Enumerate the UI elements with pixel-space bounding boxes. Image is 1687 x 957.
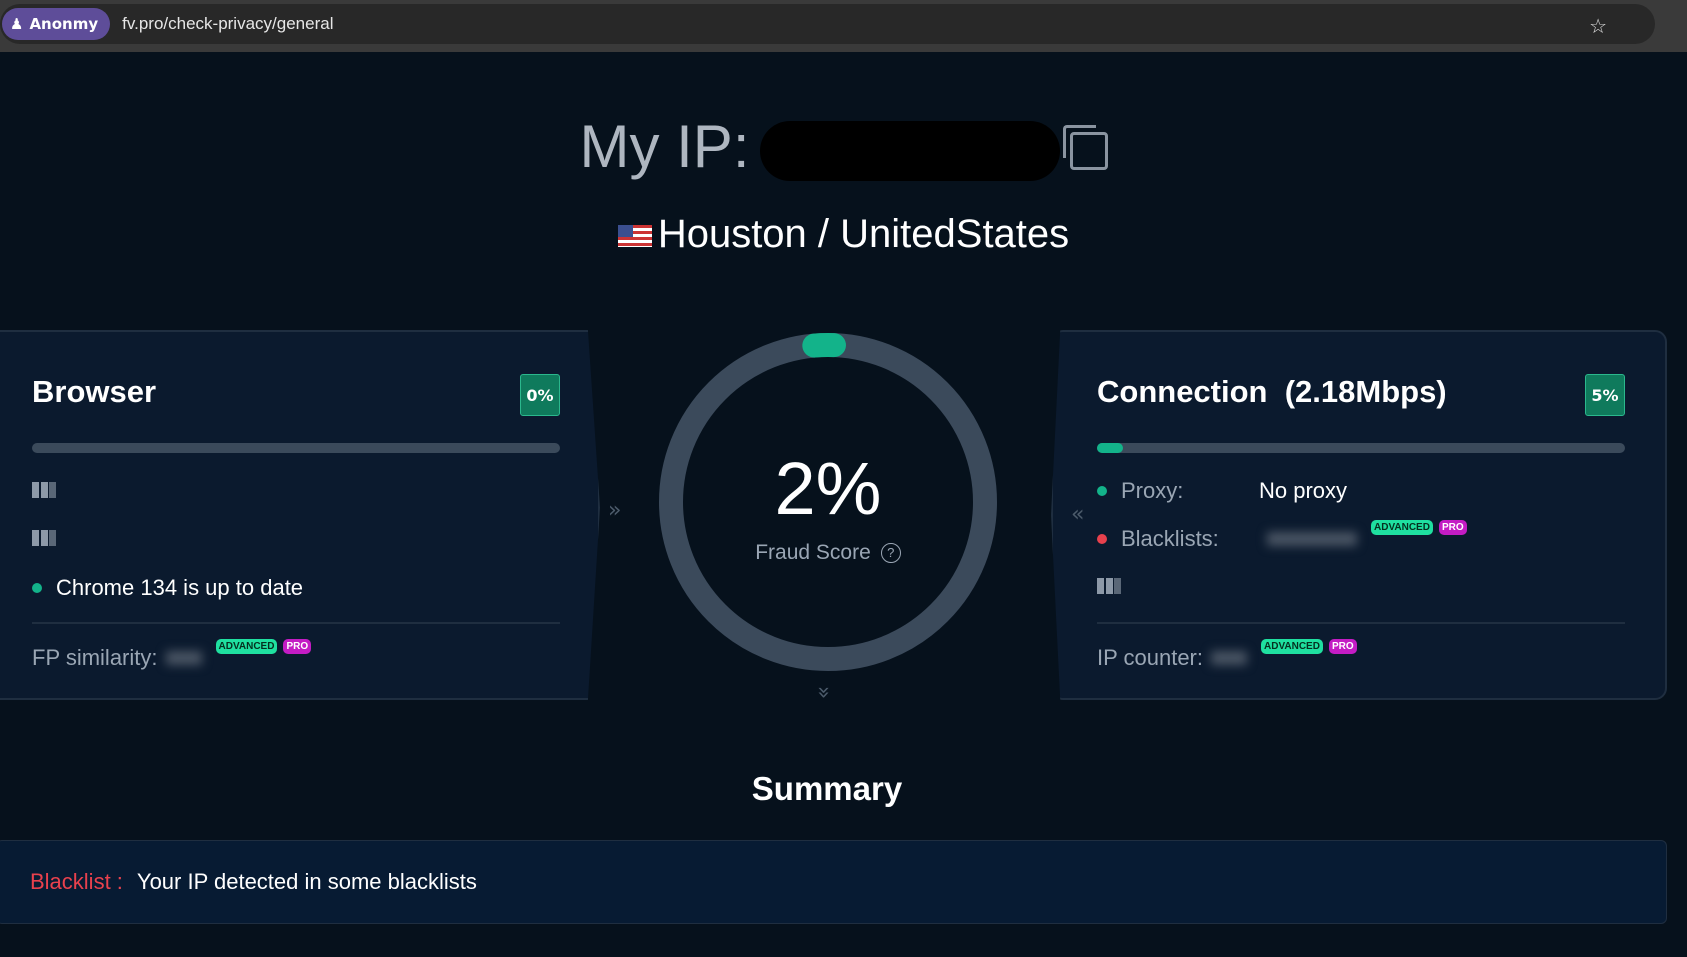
alert-dot-icon <box>1097 534 1107 544</box>
pro-tag[interactable]: PRO <box>1438 520 1467 535</box>
placeholder-icon <box>32 530 56 546</box>
hidden-item <box>32 482 56 498</box>
proxy-value: No proxy <box>1259 478 1348 503</box>
browser-score-badge: 0% <box>520 374 560 416</box>
chevrons-down-icon[interactable]: » <box>811 685 837 700</box>
fraud-score-value: 2% <box>774 447 882 530</box>
profile-button[interactable]: ♟ Anonmy <box>2 8 111 40</box>
proxy-label: Proxy: <box>1121 478 1184 503</box>
hidden-item <box>1097 578 1121 594</box>
fraud-score-label: Fraud Score? <box>678 541 978 565</box>
chevrons-left-icon: « <box>1071 502 1085 527</box>
connection-score-badge: 5% <box>1585 374 1625 416</box>
summary-title: Summary <box>751 770 903 807</box>
advanced-tag[interactable]: ADVANCED <box>1371 520 1433 535</box>
divider <box>1097 622 1625 624</box>
advanced-tag[interactable]: ADVANCED <box>1261 639 1323 654</box>
placeholder-icon <box>1097 578 1121 594</box>
blurred-value <box>1267 532 1357 546</box>
ip-counter: IP counter: ADVANCED PRO <box>1097 639 1357 671</box>
connection-card: « Connection (2.18Mbps) 5% Proxy: No prox… <box>1051 330 1667 700</box>
pro-tag[interactable]: PRO <box>283 639 312 654</box>
fraud-score-gauge <box>659 333 997 671</box>
blacklists-row: Blacklists: ADVANCED PRO <box>1097 520 1467 552</box>
divider <box>32 622 560 624</box>
fraud-score-text: Fraud Score <box>755 541 871 564</box>
browser-title: Browser <box>32 374 157 409</box>
browser-status: Chrome 134 is up to date <box>32 575 303 601</box>
copy-icon[interactable] <box>1062 125 1108 171</box>
gauge-arc <box>659 333 997 671</box>
browser-toolbar: ♟ Anonmy fv.pro/check-privacy/general ☆ <box>0 0 1687 52</box>
connection-progress-fill <box>1097 443 1124 453</box>
location: Houston / UnitedStates <box>0 212 1687 257</box>
blacklists-label: Blacklists: <box>1121 526 1219 551</box>
ip-label: My IP: <box>579 113 750 180</box>
proxy-row: Proxy: No proxy <box>1097 478 1347 504</box>
address-bar[interactable]: ♟ Anonmy fv.pro/check-privacy/general ☆ <box>0 4 1655 44</box>
alert-text: Your IP detected in some blacklists <box>136 869 477 894</box>
url-text[interactable]: fv.pro/check-privacy/general <box>122 14 334 33</box>
status-text: Chrome 134 is up to date <box>56 575 304 600</box>
ip-counter-label: IP counter: <box>1097 645 1203 670</box>
blurred-value <box>165 651 202 665</box>
browser-card: Browser 0% Chrome 134 is up to date FP s… <box>0 330 600 700</box>
advanced-tag[interactable]: ADVANCED <box>215 639 278 654</box>
hidden-item <box>32 530 56 546</box>
chevrons-right-icon: » <box>608 498 622 523</box>
ip-heading: My IP: <box>0 112 1687 182</box>
help-icon[interactable]: ? <box>880 543 901 563</box>
blacklist-alert: Blacklist : Your IP detected in some bla… <box>0 840 1667 924</box>
ip-redacted <box>759 121 1060 182</box>
location-text: Houston / UnitedStates <box>657 212 1070 256</box>
person-icon: ♟ <box>10 15 24 33</box>
profile-label: Anonmy <box>29 15 99 33</box>
placeholder-icon <box>32 482 56 498</box>
fp-similarity: FP similarity: ADVANCED PRO <box>32 639 312 671</box>
bookmark-star-icon[interactable]: ☆ <box>1589 14 1607 38</box>
pro-tag[interactable]: PRO <box>1328 639 1357 654</box>
blurred-value <box>1211 651 1247 665</box>
status-dot-icon <box>1097 486 1107 496</box>
us-flag-icon <box>617 225 652 248</box>
fp-label: FP similarity: <box>32 645 158 670</box>
browser-progress <box>32 443 560 453</box>
alert-label: Blacklist : <box>30 869 123 894</box>
status-dot-icon <box>32 583 42 593</box>
connection-progress <box>1097 443 1625 453</box>
connection-title: Connection (2.18Mbps) <box>1097 374 1447 409</box>
